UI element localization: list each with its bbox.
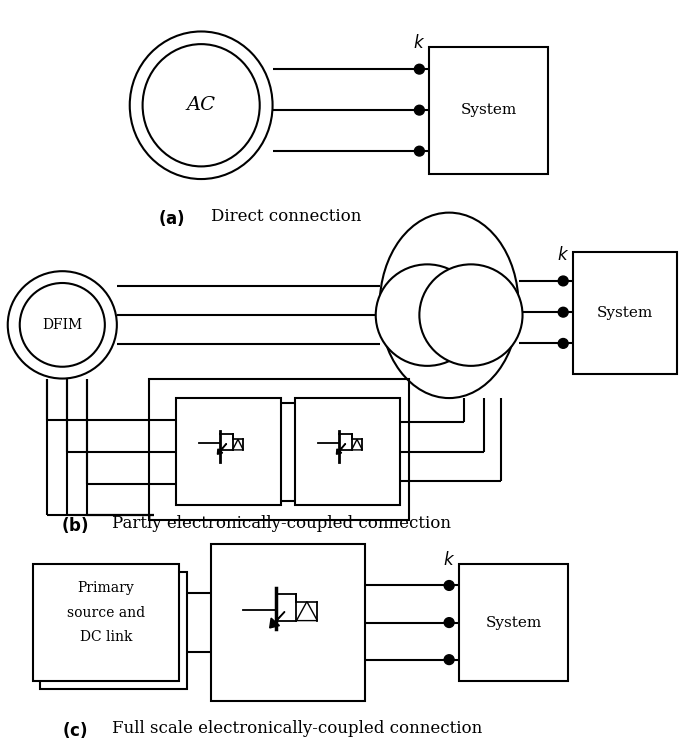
Circle shape xyxy=(414,105,424,115)
Ellipse shape xyxy=(379,212,519,398)
Text: System: System xyxy=(597,305,653,320)
Text: $\mathbf{(b)}$: $\mathbf{(b)}$ xyxy=(62,516,89,535)
Circle shape xyxy=(414,146,424,156)
Circle shape xyxy=(558,338,568,349)
FancyArrow shape xyxy=(217,443,227,454)
Text: Full scale electronically-coupled connection: Full scale electronically-coupled connec… xyxy=(112,720,482,737)
Ellipse shape xyxy=(20,283,105,367)
FancyArrow shape xyxy=(270,612,285,628)
Circle shape xyxy=(444,618,454,627)
Text: $k$: $k$ xyxy=(443,551,456,569)
Text: System: System xyxy=(461,103,517,117)
Text: $\mathbf{(a)}$: $\mathbf{(a)}$ xyxy=(158,208,185,228)
Text: Direct connection: Direct connection xyxy=(211,208,362,225)
Text: DFIM: DFIM xyxy=(42,318,82,332)
Ellipse shape xyxy=(376,264,479,366)
Bar xyxy=(573,252,677,374)
Circle shape xyxy=(414,64,424,74)
Bar xyxy=(149,378,410,520)
Bar xyxy=(32,564,179,681)
Text: $k$: $k$ xyxy=(557,247,569,264)
Polygon shape xyxy=(233,440,243,450)
Text: Partly electronically-coupled connection: Partly electronically-coupled connection xyxy=(112,516,451,532)
Circle shape xyxy=(444,580,454,590)
Text: source and: source and xyxy=(67,606,145,620)
Text: DC link: DC link xyxy=(79,630,132,644)
Bar xyxy=(211,545,365,700)
Ellipse shape xyxy=(142,44,260,166)
Ellipse shape xyxy=(129,31,273,179)
Ellipse shape xyxy=(419,264,523,366)
Text: $k$: $k$ xyxy=(413,34,425,51)
Polygon shape xyxy=(351,440,362,450)
Text: System: System xyxy=(486,615,542,630)
Ellipse shape xyxy=(8,271,117,378)
Text: AC: AC xyxy=(186,96,216,114)
FancyArrow shape xyxy=(336,443,345,454)
Bar xyxy=(40,572,187,689)
Polygon shape xyxy=(297,601,317,621)
Circle shape xyxy=(558,307,568,317)
Bar xyxy=(295,398,399,505)
Bar xyxy=(459,564,568,681)
Bar xyxy=(176,398,280,505)
Circle shape xyxy=(558,276,568,286)
Circle shape xyxy=(444,655,454,665)
Text: $\mathbf{(c)}$: $\mathbf{(c)}$ xyxy=(62,720,88,741)
Text: Primary: Primary xyxy=(77,581,134,595)
Bar xyxy=(429,47,548,174)
